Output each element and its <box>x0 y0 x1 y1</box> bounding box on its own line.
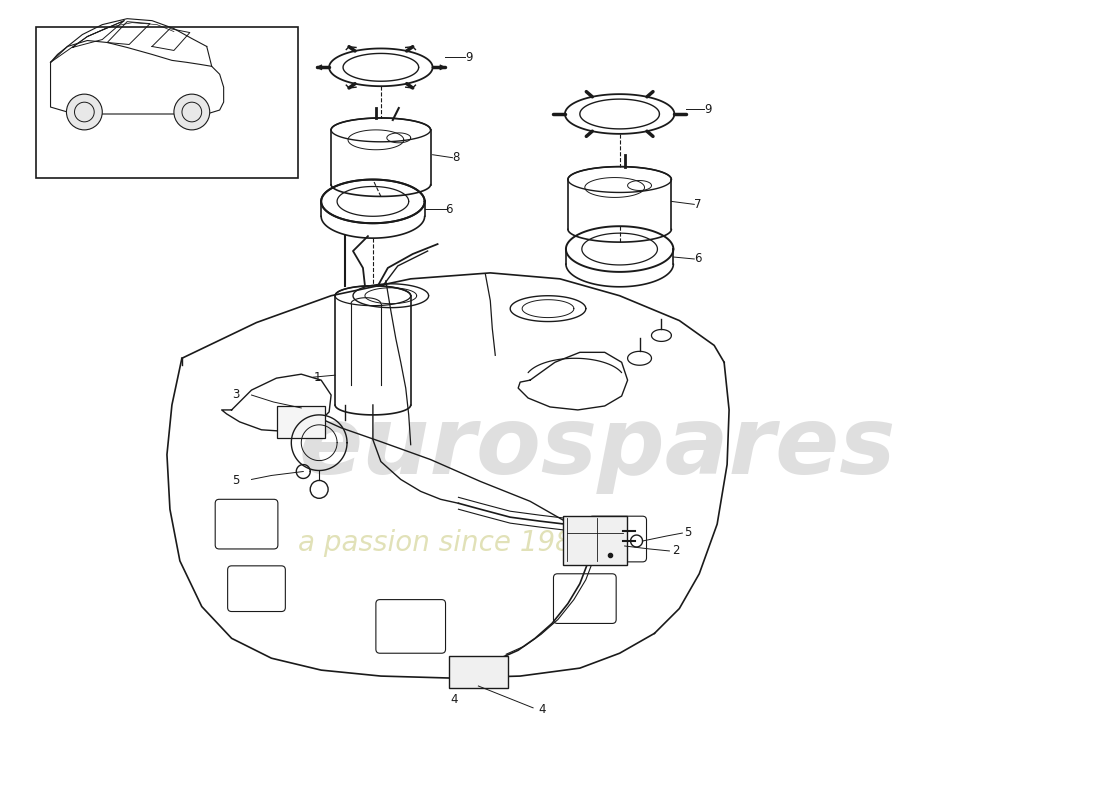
Text: 6: 6 <box>446 203 453 216</box>
Text: 7: 7 <box>694 198 702 211</box>
Text: 5: 5 <box>684 526 692 538</box>
Circle shape <box>174 94 210 130</box>
FancyBboxPatch shape <box>563 516 627 565</box>
Circle shape <box>66 94 102 130</box>
Text: eurospares: eurospares <box>298 402 895 494</box>
FancyBboxPatch shape <box>277 406 326 438</box>
Text: 4: 4 <box>451 694 458 706</box>
Text: 9: 9 <box>465 51 473 64</box>
Text: 5: 5 <box>232 474 240 487</box>
Text: 2: 2 <box>672 545 680 558</box>
FancyBboxPatch shape <box>449 656 508 688</box>
Text: 6: 6 <box>694 253 702 266</box>
FancyBboxPatch shape <box>35 26 298 178</box>
Text: 9: 9 <box>704 102 712 115</box>
Text: 4: 4 <box>538 703 546 716</box>
Text: 8: 8 <box>452 151 460 164</box>
Text: a passion since 1985: a passion since 1985 <box>298 529 591 557</box>
Text: 1: 1 <box>314 370 321 384</box>
Text: 3: 3 <box>232 387 240 401</box>
